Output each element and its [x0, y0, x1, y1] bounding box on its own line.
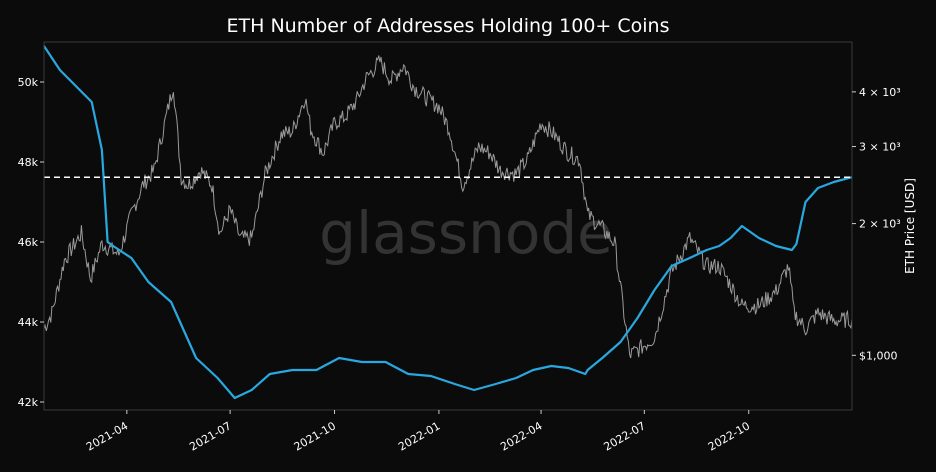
- left-tick-label: 44k: [18, 316, 39, 329]
- left-tick-label: 46k: [18, 236, 39, 249]
- addresses-layer: [43, 45, 853, 400]
- right-tick-label: 2 × 10³: [859, 218, 901, 231]
- right-axis-label: ETH Price [USD]: [903, 178, 917, 274]
- price-layer: [43, 55, 853, 359]
- right-tick-label: $1,000: [859, 349, 898, 362]
- price-series-line: [43, 55, 853, 359]
- chart-title: ETH Number of Addresses Holding 100+ Coi…: [227, 15, 670, 37]
- left-tick-label: 50k: [18, 76, 39, 89]
- addresses-series-line: [43, 45, 853, 400]
- right-tick-label: 4 × 10³: [859, 86, 901, 99]
- right-tick-label: 3 × 10³: [859, 141, 901, 154]
- watermark: glassnode: [319, 199, 613, 267]
- plot-frame: [43, 41, 853, 411]
- left-tick-label: 48k: [18, 156, 39, 169]
- left-tick-label: 42k: [18, 396, 39, 409]
